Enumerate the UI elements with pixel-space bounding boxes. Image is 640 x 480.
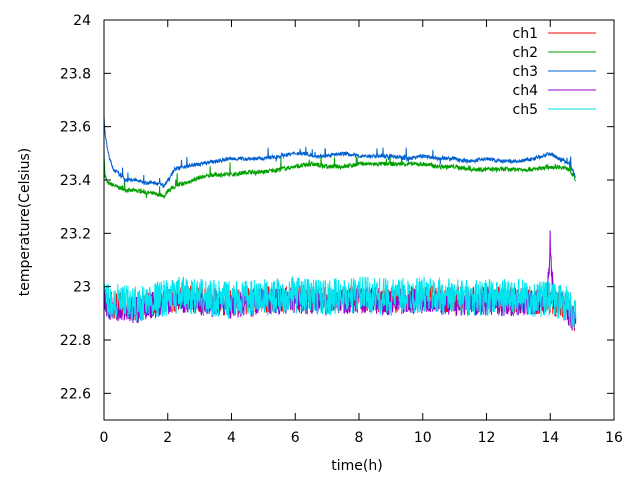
legend: ch1 ch2 ch3 ch4 ch5	[513, 26, 596, 118]
x-tick-label: 12	[478, 430, 496, 446]
series-line-ch2	[103, 153, 577, 200]
y-tick-label: 22.6	[60, 386, 91, 402]
x-tick-label: 14	[541, 430, 559, 446]
x-tick-label: 10	[414, 430, 432, 446]
x-axis-label: time(h)	[331, 458, 382, 474]
x-tick-label: 16	[605, 430, 623, 446]
legend-label-ch3: ch3	[513, 64, 538, 80]
axes-layer: 0 2 4 6 8 10 12 14 1622.622.82323.223.423.623.82…	[60, 13, 623, 446]
y-tick-label: 23	[73, 280, 91, 296]
y-tick-label: 22.8	[60, 333, 91, 349]
x-tick-label: 2	[163, 430, 172, 446]
series-line-ch5	[103, 276, 577, 329]
x-tick-label: 4	[227, 430, 236, 446]
y-tick-label: 23.8	[60, 66, 91, 82]
y-tick-label: 24	[73, 13, 91, 29]
plot-layer	[103, 115, 577, 331]
legend-label-ch5: ch5	[513, 102, 538, 118]
y-tick-label: 23.4	[60, 173, 91, 189]
x-tick-label: 8	[355, 430, 364, 446]
legend-label-ch1: ch1	[513, 26, 538, 42]
y-axis-label: temperature(Celsius)	[17, 148, 33, 297]
x-tick-label: 6	[291, 430, 300, 446]
y-tick-label: 23.6	[60, 120, 91, 136]
legend-label-ch4: ch4	[513, 83, 539, 99]
series-line-ch3	[103, 115, 576, 189]
y-tick-label: 23.2	[60, 226, 91, 242]
plot-frame	[103, 19, 615, 421]
x-tick-label: 0	[100, 430, 109, 446]
legend-label-ch2: ch2	[513, 45, 538, 61]
